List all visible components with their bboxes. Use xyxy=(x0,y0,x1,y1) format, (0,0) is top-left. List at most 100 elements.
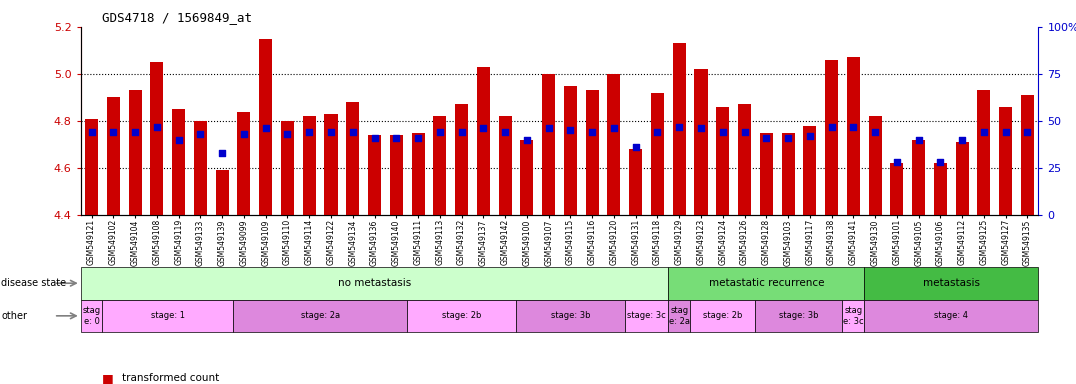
Bar xyxy=(717,107,730,215)
Bar xyxy=(498,116,511,215)
Bar xyxy=(694,69,708,215)
Text: transformed count: transformed count xyxy=(122,373,218,383)
Text: other: other xyxy=(1,311,27,321)
Bar xyxy=(129,90,142,215)
Text: stage: 3b: stage: 3b xyxy=(551,311,590,320)
Text: ■: ■ xyxy=(102,372,114,384)
Bar xyxy=(843,300,864,332)
Bar xyxy=(738,104,751,215)
Bar xyxy=(516,300,625,332)
Point xyxy=(213,150,230,156)
Bar xyxy=(1000,107,1013,215)
Bar xyxy=(368,135,381,215)
Point xyxy=(692,126,709,132)
Point xyxy=(192,131,209,137)
Point xyxy=(562,127,579,134)
Text: stag
e: 2a: stag e: 2a xyxy=(668,306,690,326)
Point xyxy=(714,129,732,135)
Point xyxy=(910,137,928,143)
Point xyxy=(453,129,470,135)
Point xyxy=(932,159,949,166)
Bar xyxy=(668,300,690,332)
Point xyxy=(410,135,427,141)
Bar xyxy=(238,112,251,215)
Point xyxy=(606,126,623,132)
Bar xyxy=(102,300,233,332)
Bar xyxy=(690,300,755,332)
Point xyxy=(866,129,883,135)
Bar xyxy=(325,114,338,215)
Bar xyxy=(1021,95,1034,215)
Bar xyxy=(890,163,904,215)
Bar xyxy=(934,163,947,215)
Text: no metastasis: no metastasis xyxy=(338,278,411,288)
Bar xyxy=(434,116,447,215)
Text: stage: 2b: stage: 2b xyxy=(703,311,742,320)
Bar xyxy=(81,300,102,332)
Point xyxy=(649,129,666,135)
Point xyxy=(975,129,992,135)
Bar xyxy=(668,267,864,300)
Point xyxy=(889,159,906,166)
Point xyxy=(540,126,557,132)
Point xyxy=(779,135,796,141)
Point xyxy=(583,129,600,135)
Point xyxy=(475,126,492,132)
Text: metastatic recurrence: metastatic recurrence xyxy=(708,278,824,288)
Text: stage: 4: stage: 4 xyxy=(934,311,968,320)
Text: stage: 2b: stage: 2b xyxy=(442,311,481,320)
Text: stage: 1: stage: 1 xyxy=(151,311,185,320)
Point xyxy=(257,126,274,132)
Bar xyxy=(233,300,407,332)
Point xyxy=(670,124,688,130)
Point xyxy=(736,129,753,135)
Bar xyxy=(804,126,817,215)
Point xyxy=(953,137,971,143)
Text: disease state: disease state xyxy=(1,278,67,288)
Bar xyxy=(868,116,881,215)
Point xyxy=(823,124,840,130)
Bar xyxy=(477,67,490,215)
Bar xyxy=(629,149,642,215)
Text: stage: 3c: stage: 3c xyxy=(627,311,666,320)
Point xyxy=(344,129,362,135)
Bar xyxy=(302,116,315,215)
Bar xyxy=(625,300,668,332)
Point xyxy=(104,129,122,135)
Bar xyxy=(585,90,598,215)
Point xyxy=(366,135,383,141)
Bar xyxy=(407,300,516,332)
Bar xyxy=(607,74,621,215)
Point xyxy=(519,137,536,143)
Point xyxy=(279,131,296,137)
Bar xyxy=(564,86,577,215)
Text: stage: 3b: stage: 3b xyxy=(779,311,819,320)
Text: metastasis: metastasis xyxy=(923,278,980,288)
Point xyxy=(387,135,405,141)
Bar xyxy=(781,133,794,215)
Point xyxy=(496,129,513,135)
Bar xyxy=(194,121,207,215)
Bar xyxy=(955,142,968,215)
Bar xyxy=(390,135,402,215)
Bar xyxy=(151,62,164,215)
Point xyxy=(127,129,144,135)
Point xyxy=(323,129,340,135)
Text: GDS4718 / 1569849_at: GDS4718 / 1569849_at xyxy=(102,12,252,25)
Point xyxy=(300,129,317,135)
Bar xyxy=(847,58,860,215)
Point xyxy=(148,124,166,130)
Bar xyxy=(281,121,294,215)
Point xyxy=(170,137,187,143)
Bar xyxy=(977,90,990,215)
Bar xyxy=(411,133,425,215)
Bar xyxy=(107,98,119,215)
Point xyxy=(83,129,100,135)
Point xyxy=(431,129,449,135)
Bar xyxy=(542,74,555,215)
Bar xyxy=(455,104,468,215)
Text: stag
e: 0: stag e: 0 xyxy=(83,306,101,326)
Text: stag
e: 3c: stag e: 3c xyxy=(843,306,864,326)
Text: stage: 2a: stage: 2a xyxy=(300,311,340,320)
Bar xyxy=(672,43,685,215)
